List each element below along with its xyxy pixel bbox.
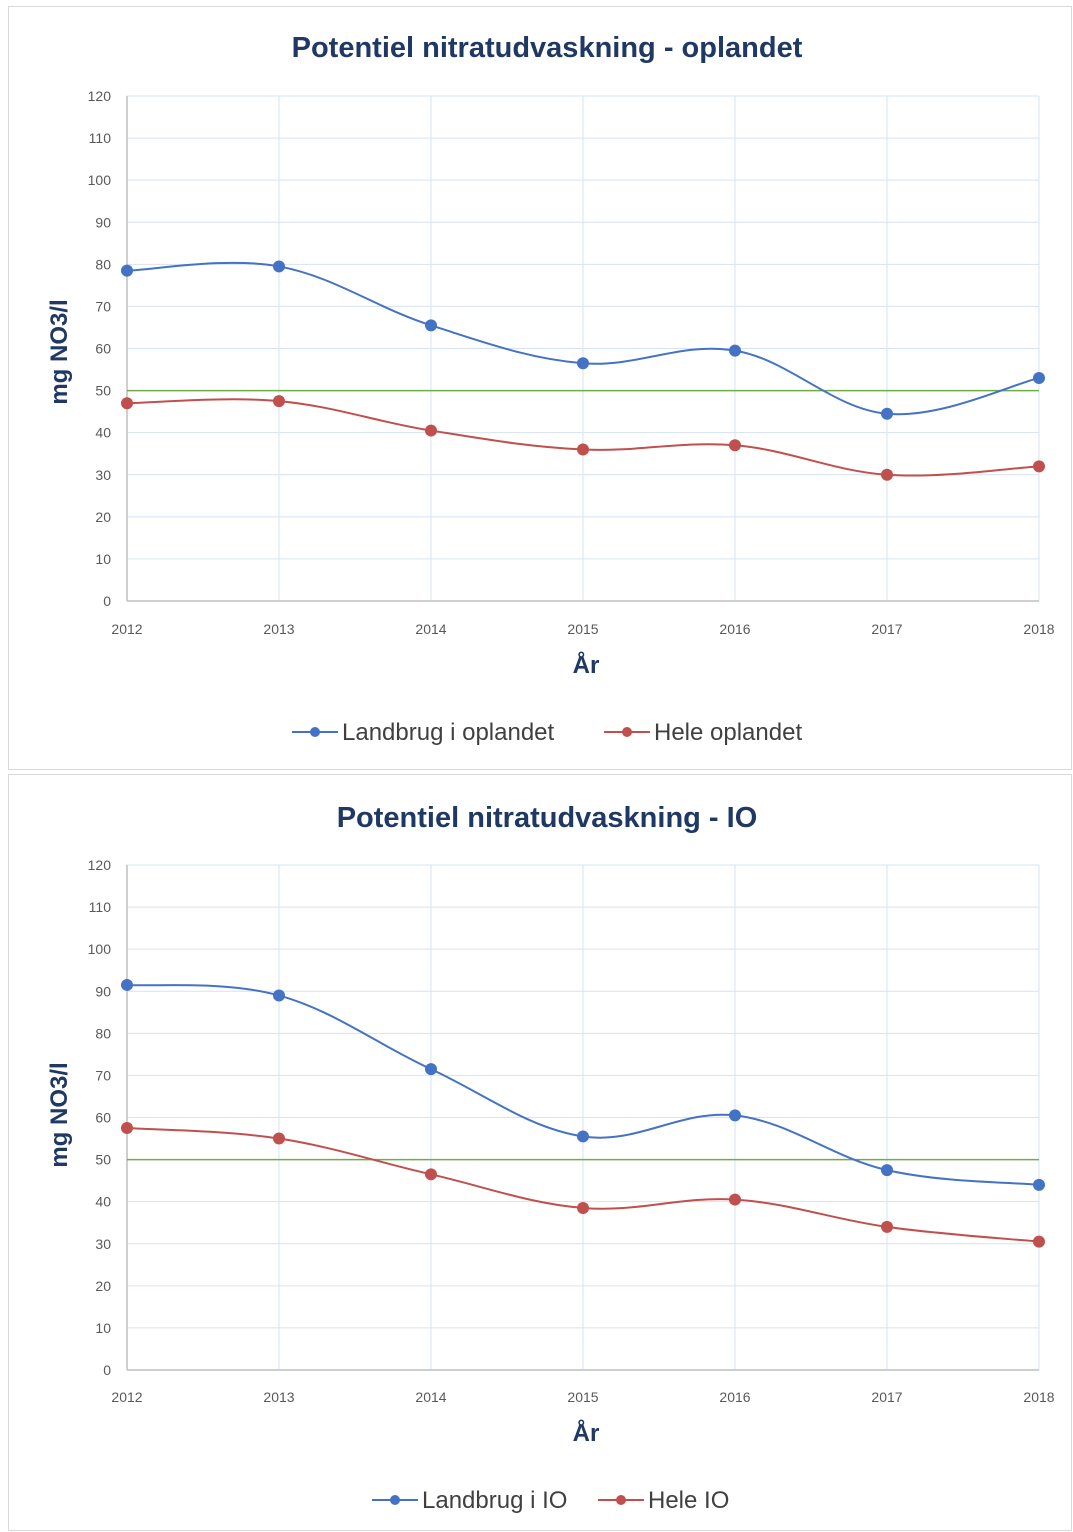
- y-tick-label: 30: [95, 1236, 111, 1252]
- x-tick-label: 2014: [415, 1389, 446, 1405]
- legend-marker-landbrug: [310, 727, 320, 737]
- data-point-0: [425, 1063, 437, 1076]
- data-point-1: [577, 1201, 589, 1214]
- data-point-0: [121, 264, 133, 277]
- data-point-1: [273, 1132, 285, 1145]
- y-axis-title: mg NO3/l: [46, 1062, 73, 1167]
- x-tick-label: 2013: [263, 1389, 294, 1405]
- legend-label-landbrug: Landbrug i oplandet: [342, 719, 555, 746]
- data-point-1: [577, 443, 589, 456]
- x-axis-title: År: [573, 1419, 600, 1447]
- data-point-1: [273, 395, 285, 408]
- y-tick-label: 80: [95, 1025, 111, 1041]
- x-tick-label: 2016: [719, 621, 750, 637]
- x-tick-label: 2016: [719, 1389, 750, 1405]
- y-tick-label: 60: [95, 341, 111, 357]
- legend-marker-hele: [616, 1495, 626, 1505]
- y-axis-title: mg NO3/l: [46, 299, 73, 404]
- data-point-1: [881, 1220, 893, 1233]
- y-tick-label: 110: [89, 899, 112, 915]
- data-point-1: [425, 1168, 437, 1181]
- data-point-1: [1033, 1235, 1045, 1248]
- y-tick-label: 90: [95, 214, 111, 230]
- legend-marker-landbrug: [390, 1495, 400, 1505]
- data-point-0: [1033, 371, 1045, 384]
- plot-area: 0 10 20 30 40 50 60 70 80 90 100 110 120 2012 2013 2014…: [88, 88, 1055, 637]
- data-point-0: [577, 357, 589, 370]
- chart-panel-oplandet: Potentiel nitratudvaskning - oplandet mg…: [8, 6, 1072, 770]
- y-tick-label: 10: [95, 1320, 111, 1336]
- y-tick-label: 70: [95, 1067, 111, 1083]
- data-point-0: [273, 989, 285, 1002]
- y-tick-label: 40: [95, 1194, 111, 1210]
- y-tick-label: 30: [95, 467, 111, 483]
- data-point-1: [121, 397, 133, 410]
- data-point-0: [273, 260, 285, 273]
- x-tick-label: 2012: [111, 621, 142, 637]
- y-tick-label: 10: [95, 551, 111, 567]
- x-tick-label: 2012: [111, 1389, 142, 1405]
- legend-label-landbrug: Landbrug i IO: [422, 1487, 567, 1514]
- x-axis-title: År: [573, 651, 600, 679]
- data-point-0: [121, 978, 133, 991]
- x-tick-label: 2018: [1023, 1389, 1054, 1405]
- y-tick-label: 60: [95, 1110, 111, 1126]
- data-point-1: [121, 1122, 133, 1135]
- legend-label-hele: Hele IO: [648, 1487, 729, 1514]
- legend-marker-hele: [622, 727, 632, 737]
- y-tick-label: 50: [95, 1152, 111, 1168]
- x-tick-label: 2017: [871, 621, 902, 637]
- legend: Landbrug i oplandet Hele oplandet: [292, 719, 802, 746]
- data-point-0: [577, 1130, 589, 1143]
- y-tick-label: 0: [103, 1362, 111, 1378]
- data-point-1: [881, 468, 893, 481]
- chart-title: Potentiel nitratudvaskning - IO: [337, 802, 758, 834]
- y-tick-label: 50: [95, 383, 111, 399]
- y-tick-label: 120: [88, 88, 112, 104]
- data-point-1: [729, 439, 741, 452]
- plot-area: 0 10 20 30 40 50 60 70 80 90 100 110 120 2012 2013 2014…: [88, 857, 1055, 1405]
- chart-io: Potentiel nitratudvaskning - IO mg NO3/l…: [46, 802, 1055, 1514]
- data-point-1: [425, 424, 437, 437]
- x-tick-label: 2015: [567, 1389, 598, 1405]
- legend-label-hele: Hele oplandet: [654, 719, 802, 746]
- data-point-0: [425, 319, 437, 332]
- y-tick-label: 100: [88, 941, 112, 957]
- y-tick-label: 90: [95, 983, 111, 999]
- x-tick-label: 2014: [415, 621, 446, 637]
- chart-oplandet: Potentiel nitratudvaskning - oplandet mg…: [46, 32, 1055, 746]
- data-point-0: [729, 344, 741, 357]
- x-tick-label: 2017: [871, 1389, 902, 1405]
- y-tick-label: 20: [95, 1278, 111, 1294]
- data-point-1: [1033, 460, 1045, 473]
- y-tick-label: 80: [95, 256, 111, 272]
- y-tick-label: 100: [88, 172, 112, 188]
- data-point-0: [881, 407, 893, 420]
- x-tick-label: 2018: [1023, 621, 1054, 637]
- data-point-0: [729, 1109, 741, 1122]
- chart-title: Potentiel nitratudvaskning - oplandet: [292, 32, 803, 64]
- y-tick-label: 20: [95, 509, 111, 525]
- chart-panel-io: Potentiel nitratudvaskning - IO mg NO3/l…: [8, 774, 1072, 1531]
- y-tick-label: 110: [89, 130, 112, 146]
- data-point-0: [1033, 1178, 1045, 1191]
- legend: Landbrug i IO Hele IO: [372, 1487, 729, 1514]
- y-tick-label: 120: [88, 857, 112, 873]
- x-tick-label: 2013: [263, 621, 294, 637]
- y-tick-label: 0: [103, 593, 111, 609]
- data-point-0: [881, 1164, 893, 1177]
- x-tick-label: 2015: [567, 621, 598, 637]
- y-tick-label: 40: [95, 425, 111, 441]
- data-point-1: [729, 1193, 741, 1206]
- y-tick-label: 70: [95, 298, 111, 314]
